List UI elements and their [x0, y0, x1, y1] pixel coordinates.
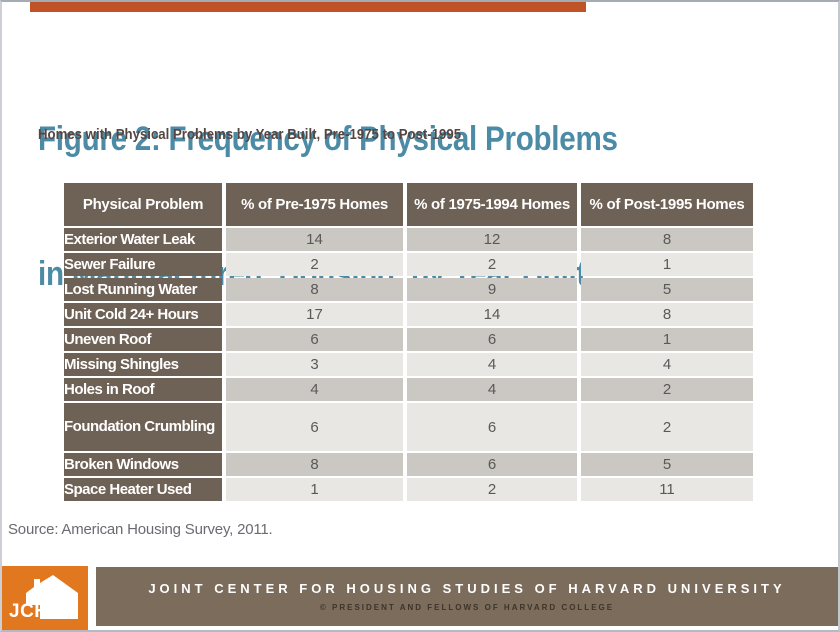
- value-cell: 6: [407, 453, 577, 476]
- source-note: Source: American Housing Survey, 2011.: [8, 521, 273, 538]
- row-label: Exterior Water Leak: [64, 228, 222, 251]
- value-cell: 4: [407, 353, 577, 376]
- value-cell: 6: [407, 403, 577, 451]
- value-cell: 12: [407, 228, 577, 251]
- table-row: Sewer Failure 2 2 1: [64, 253, 753, 276]
- value-cell: 1: [581, 328, 753, 351]
- row-label: Holes in Roof: [64, 378, 222, 401]
- table-row: Exterior Water Leak 14 12 8: [64, 228, 753, 251]
- row-label: Unit Cold 24+ Hours: [64, 303, 222, 326]
- value-cell: 2: [407, 253, 577, 276]
- column-header-1975-1994: % of 1975-1994 Homes: [407, 183, 577, 226]
- value-cell: 8: [581, 228, 753, 251]
- value-cell: 8: [226, 278, 403, 301]
- value-cell: 6: [226, 403, 403, 451]
- value-cell: 14: [407, 303, 577, 326]
- value-cell: 5: [581, 278, 753, 301]
- value-cell: 1: [226, 478, 403, 501]
- house-icon: [26, 575, 78, 619]
- value-cell: 11: [581, 478, 753, 501]
- value-cell: 9: [407, 278, 577, 301]
- value-cell: 1: [581, 253, 753, 276]
- value-cell: 3: [226, 353, 403, 376]
- row-label: Broken Windows: [64, 453, 222, 476]
- column-header-pre1975: % of Pre-1975 Homes: [226, 183, 403, 226]
- value-cell: 6: [226, 328, 403, 351]
- table-row: Foundation Crumbling 6 6 2: [64, 403, 753, 451]
- value-cell: 2: [581, 403, 753, 451]
- value-cell: 4: [226, 378, 403, 401]
- row-label: Missing Shingles: [64, 353, 222, 376]
- value-cell: 14: [226, 228, 403, 251]
- footer-bar: JOINT CENTER FOR HOUSING STUDIES OF HARV…: [96, 567, 838, 626]
- footer-copyright: © PRESIDENT AND FELLOWS OF HARVARD COLLE…: [319, 603, 615, 612]
- figure-subtitle: Homes with Physical Problems by Year Bui…: [38, 126, 462, 143]
- table-row: Uneven Roof 6 6 1: [64, 328, 753, 351]
- column-header-post1995: % of Post-1995 Homes: [581, 183, 753, 226]
- value-cell: 5: [581, 453, 753, 476]
- jchs-logo: JCHS: [0, 566, 88, 630]
- table-row: Broken Windows 8 6 5: [64, 453, 753, 476]
- value-cell: 8: [226, 453, 403, 476]
- table-header-row: Physical Problem % of Pre-1975 Homes % o…: [64, 183, 753, 226]
- value-cell: 4: [407, 378, 577, 401]
- value-cell: 8: [581, 303, 753, 326]
- table-row: Unit Cold 24+ Hours 17 14 8: [64, 303, 753, 326]
- row-label: Sewer Failure: [64, 253, 222, 276]
- physical-problems-table: Physical Problem % of Pre-1975 Homes % o…: [60, 181, 757, 503]
- table-row: Holes in Roof 4 4 2: [64, 378, 753, 401]
- table-row: Space Heater Used 1 2 11: [64, 478, 753, 501]
- row-label: Foundation Crumbling: [64, 403, 222, 451]
- top-accent-bar: [30, 2, 586, 12]
- value-cell: 2: [407, 478, 577, 501]
- row-label: Uneven Roof: [64, 328, 222, 351]
- row-label: Lost Running Water: [64, 278, 222, 301]
- jchs-logo-text: JCHS: [9, 601, 62, 622]
- value-cell: 4: [581, 353, 753, 376]
- footer-organization: JOINT CENTER FOR HOUSING STUDIES OF HARV…: [148, 581, 786, 596]
- table-row: Lost Running Water 8 9 5: [64, 278, 753, 301]
- row-label: Space Heater Used: [64, 478, 222, 501]
- table-row: Missing Shingles 3 4 4: [64, 353, 753, 376]
- value-cell: 2: [581, 378, 753, 401]
- value-cell: 6: [407, 328, 577, 351]
- value-cell: 2: [226, 253, 403, 276]
- column-header-problem: Physical Problem: [64, 183, 222, 226]
- value-cell: 17: [226, 303, 403, 326]
- figure-title-line1: Figure 2: Frequency of Physical Problems: [38, 120, 618, 158]
